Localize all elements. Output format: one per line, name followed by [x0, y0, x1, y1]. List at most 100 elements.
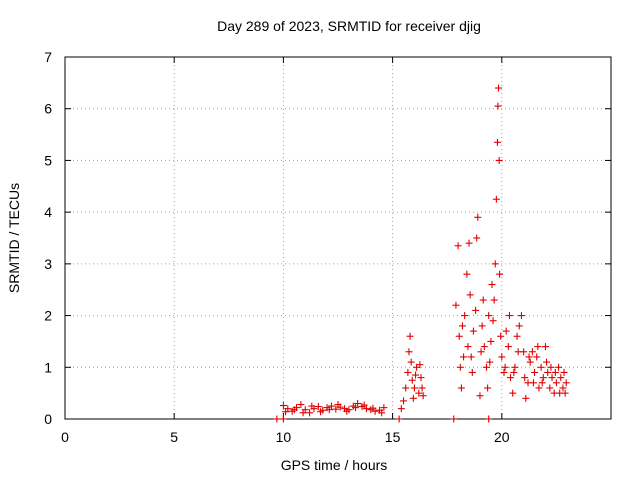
data-point: [360, 401, 368, 409]
axis-ticks: 0 5 10 15 20 0 1 2 3 4 5 6 7: [44, 49, 611, 445]
data-point: [468, 368, 476, 376]
data-point: [487, 337, 495, 345]
data-point: [464, 343, 472, 351]
data-point: [537, 363, 545, 371]
data-point: [497, 332, 505, 340]
data-point: [488, 281, 496, 289]
data-point: [556, 389, 564, 397]
data-points: [273, 84, 570, 423]
x-tick-label: 0: [61, 429, 69, 445]
data-point: [486, 358, 494, 366]
data-point: [560, 368, 568, 376]
data-point: [474, 213, 482, 221]
data-point: [410, 384, 418, 392]
data-point: [395, 415, 403, 423]
x-tick-label: 10: [276, 429, 292, 445]
data-point: [557, 374, 565, 382]
data-point: [529, 379, 537, 387]
y-tick-label: 6: [44, 101, 52, 117]
chart-title: Day 289 of 2023, SRMTID for receiver dji…: [217, 18, 481, 34]
data-point: [510, 368, 518, 376]
y-tick-label: 3: [44, 256, 52, 272]
data-point: [465, 239, 473, 247]
data-point: [504, 343, 512, 351]
data-point: [317, 408, 325, 416]
grid: [65, 57, 611, 419]
data-point: [380, 404, 388, 412]
y-tick-label: 0: [44, 411, 52, 427]
data-point: [417, 374, 425, 382]
data-point: [299, 409, 307, 417]
data-point: [325, 406, 333, 414]
data-point: [466, 291, 474, 299]
data-point: [543, 358, 551, 366]
data-point: [469, 327, 477, 335]
data-point: [541, 343, 549, 351]
data-point: [415, 389, 423, 397]
data-point: [472, 306, 480, 314]
data-point: [477, 348, 485, 356]
data-point: [409, 394, 417, 402]
data-point: [454, 242, 462, 250]
data-point: [362, 405, 370, 413]
data-point: [562, 379, 570, 387]
data-point: [306, 409, 314, 417]
data-point: [493, 138, 501, 146]
data-point: [418, 384, 426, 392]
data-point: [460, 353, 468, 361]
data-point: [535, 384, 543, 392]
data-point: [467, 353, 475, 361]
data-point: [450, 415, 458, 423]
data-point: [402, 384, 410, 392]
x-tick-label: 15: [385, 429, 401, 445]
data-point: [528, 348, 536, 356]
data-point: [533, 353, 541, 361]
data-point: [551, 368, 559, 376]
data-point: [400, 397, 408, 405]
data-point: [308, 402, 316, 410]
data-point: [495, 84, 503, 92]
data-point: [279, 415, 287, 423]
data-point: [480, 343, 488, 351]
data-point: [408, 376, 416, 384]
data-point: [273, 415, 281, 423]
data-point: [369, 404, 377, 412]
data-point: [354, 399, 362, 407]
data-point: [455, 332, 463, 340]
data-point: [483, 363, 491, 371]
data-point: [552, 379, 560, 387]
data-point: [406, 332, 414, 340]
data-point: [343, 407, 351, 415]
data-point: [491, 260, 499, 268]
data-point: [498, 353, 506, 361]
data-point: [544, 368, 552, 376]
data-point: [548, 374, 556, 382]
data-point: [531, 368, 539, 376]
data-point: [290, 406, 298, 414]
data-point: [547, 363, 555, 371]
data-point: [534, 343, 542, 351]
data-point: [412, 371, 420, 379]
plot-frame: [64, 56, 612, 420]
data-point: [490, 296, 498, 304]
data-point: [507, 374, 515, 382]
data-point: [517, 312, 525, 320]
data-point: [458, 322, 466, 330]
data-point: [334, 401, 342, 409]
data-point: [479, 296, 487, 304]
data-point: [492, 195, 500, 203]
data-point: [495, 156, 503, 164]
data-point: [397, 405, 405, 413]
data-point: [494, 102, 502, 110]
data-point: [555, 363, 563, 371]
data-point: [279, 402, 287, 410]
data-point: [378, 409, 386, 417]
data-point: [404, 368, 412, 376]
data-point: [559, 384, 567, 392]
y-tick-label: 1: [44, 359, 52, 375]
data-point: [546, 384, 554, 392]
data-point: [332, 405, 340, 413]
data-point: [511, 363, 519, 371]
data-point: [405, 348, 413, 356]
y-tick-label: 5: [44, 152, 52, 168]
